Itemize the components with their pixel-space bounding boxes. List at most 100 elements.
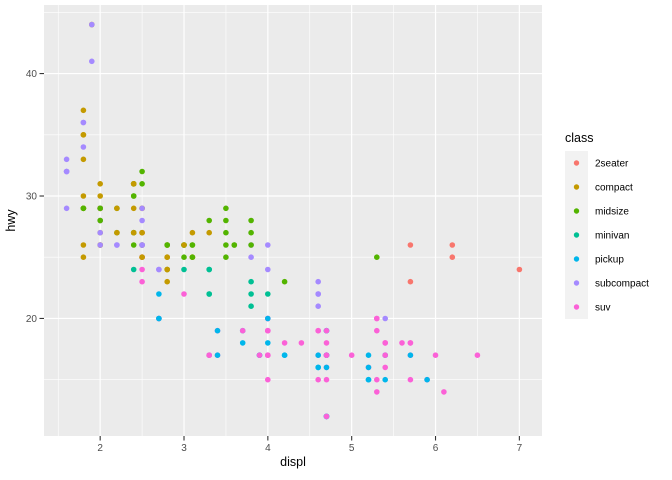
data-point	[248, 278, 254, 285]
data-point	[130, 266, 137, 273]
legend-key-point	[573, 256, 580, 262]
data-point	[80, 119, 87, 126]
x-tick-label: 2	[97, 443, 103, 454]
data-point	[248, 254, 254, 260]
data-point	[281, 278, 288, 285]
data-point	[315, 364, 322, 371]
data-point	[214, 327, 221, 334]
data-point	[156, 315, 162, 322]
data-point	[63, 168, 70, 175]
data-point	[80, 242, 87, 248]
data-point	[164, 266, 170, 273]
data-point	[315, 376, 322, 383]
legend-key-point	[573, 208, 580, 214]
data-point	[139, 278, 145, 285]
data-point	[449, 254, 456, 260]
data-point	[374, 315, 380, 322]
data-point	[97, 242, 103, 248]
data-point	[80, 254, 87, 260]
data-point	[114, 205, 120, 212]
data-point	[80, 132, 87, 138]
data-point	[315, 278, 322, 285]
data-point	[323, 376, 330, 383]
legend-item-label: midsize	[595, 207, 629, 218]
data-point	[281, 340, 288, 346]
panel-background	[44, 5, 542, 436]
data-point	[323, 364, 330, 371]
data-point	[139, 229, 145, 236]
data-point	[80, 193, 87, 199]
data-point	[206, 352, 212, 359]
data-point	[265, 291, 271, 297]
data-point	[189, 229, 196, 236]
data-point	[365, 364, 372, 371]
data-point	[189, 242, 196, 248]
data-point	[97, 229, 103, 236]
x-tick-label: 5	[349, 443, 355, 454]
data-point	[315, 352, 322, 359]
data-point	[164, 278, 170, 285]
data-point	[206, 217, 212, 224]
data-point	[139, 254, 145, 260]
data-point	[248, 229, 254, 236]
y-tick-label: 30	[26, 192, 38, 203]
y-tick-label: 40	[26, 69, 38, 80]
data-point	[281, 352, 288, 359]
data-point	[164, 242, 170, 248]
data-point	[265, 340, 271, 346]
data-point	[80, 144, 87, 150]
data-point	[323, 340, 330, 346]
data-point	[323, 413, 330, 420]
data-point	[80, 156, 87, 163]
x-tick-label: 7	[517, 443, 523, 454]
y-axis-title: hwy	[4, 209, 18, 232]
data-point	[63, 205, 70, 212]
data-point	[139, 266, 145, 273]
data-point	[323, 327, 330, 334]
data-point	[298, 340, 305, 346]
data-point	[130, 242, 137, 248]
data-point	[265, 352, 271, 359]
data-point	[256, 352, 263, 359]
data-point	[156, 266, 162, 273]
data-point	[206, 266, 212, 273]
legend-item-label: compact	[595, 183, 633, 194]
data-point	[248, 242, 254, 248]
data-point	[97, 193, 103, 199]
data-point	[323, 352, 330, 359]
data-point	[265, 315, 271, 322]
data-point	[365, 376, 372, 383]
data-point	[156, 291, 162, 297]
data-point	[89, 21, 95, 28]
data-point	[89, 58, 95, 65]
data-point	[223, 217, 229, 224]
data-point	[214, 352, 221, 359]
data-point	[139, 168, 145, 175]
data-point	[97, 181, 103, 187]
data-point	[114, 242, 120, 248]
data-point	[80, 205, 87, 212]
data-point	[374, 389, 380, 395]
data-points	[63, 21, 523, 420]
data-point	[164, 254, 170, 260]
data-point	[441, 389, 447, 395]
x-tick-label: 4	[265, 443, 271, 454]
data-point	[139, 217, 145, 224]
data-point	[239, 340, 246, 346]
data-point	[181, 291, 187, 297]
data-point	[382, 315, 389, 322]
legend-items: 2seater compact midsize minivan pickup subcom…	[565, 151, 649, 319]
legend-key-point	[573, 304, 580, 310]
data-point	[206, 291, 212, 297]
data-point	[407, 340, 414, 346]
data-point	[407, 376, 414, 383]
data-point	[130, 181, 137, 187]
data-point	[382, 352, 389, 359]
data-point	[449, 242, 456, 248]
data-point	[80, 107, 87, 114]
data-point	[139, 181, 145, 187]
data-point	[248, 291, 254, 297]
legend-key-point	[573, 232, 580, 238]
data-point	[265, 376, 271, 383]
data-point	[248, 217, 254, 224]
